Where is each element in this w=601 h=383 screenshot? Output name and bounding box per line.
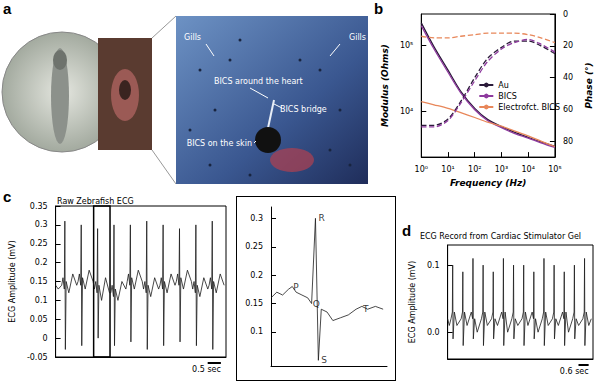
svg-text:Phase (°): Phase (°): [584, 62, 594, 108]
svg-text:10³: 10³: [495, 165, 508, 174]
svg-text:Frequency (Hz): Frequency (Hz): [450, 178, 526, 188]
html-text:d: d: [402, 222, 412, 239]
svg-text:ECG Record from Cardiac Stimul: ECG Record from Cardiac Stimulator Gel: [420, 232, 581, 241]
svg-text:10⁵: 10⁵: [400, 41, 413, 50]
svg-text:-0.05: -0.05: [27, 353, 48, 362]
svg-text:0.6 sec: 0.6 sec: [560, 367, 589, 376]
svg-text:0.15: 0.15: [245, 299, 263, 308]
svg-text:Modulus (Ohms): Modulus (Ohms): [380, 44, 390, 127]
svg-text:0.3: 0.3: [35, 220, 48, 229]
svg-text:ECG Amplitude (mV): ECG Amplitude (mV): [408, 261, 417, 343]
svg-text:0: 0: [563, 10, 568, 19]
svg-text:0.1: 0.1: [427, 261, 440, 270]
svg-text:BICS: BICS: [498, 92, 517, 101]
svg-text:BICS around the heart: BICS around the heart: [214, 77, 303, 86]
svg-text:BICS bridge: BICS bridge: [280, 105, 327, 114]
svg-text:0.1: 0.1: [250, 327, 263, 336]
svg-text:0.2: 0.2: [250, 271, 263, 280]
svg-text:T: T: [362, 304, 369, 315]
svg-text:0.25: 0.25: [30, 239, 48, 248]
svg-text:S: S: [321, 355, 327, 365]
svg-text:20: 20: [563, 41, 573, 50]
svg-text:Gills: Gills: [184, 33, 201, 42]
svg-text:10⁴: 10⁴: [400, 107, 413, 116]
svg-text:R: R: [318, 213, 324, 223]
svg-text:40: 40: [563, 73, 573, 82]
html-text:c: c: [3, 188, 12, 205]
svg-text:0.05: 0.05: [30, 315, 48, 324]
svg-text:Gills: Gills: [349, 33, 366, 42]
svg-text:Q: Q: [313, 299, 320, 309]
svg-text:10²: 10²: [468, 165, 481, 174]
svg-text:0.15: 0.15: [30, 277, 48, 286]
svg-text:Au: Au: [498, 81, 509, 90]
html-text:b: b: [374, 0, 384, 17]
svg-text:0: 0: [43, 334, 48, 343]
svg-text:0.35: 0.35: [30, 202, 48, 211]
svg-text:0.3: 0.3: [250, 214, 263, 223]
svg-text:P: P: [293, 281, 299, 292]
svg-text:10⁵: 10⁵: [548, 165, 561, 174]
svg-text:Electrofct. BICS: Electrofct. BICS: [498, 103, 560, 112]
svg-text:BICS on the skin: BICS on the skin: [187, 139, 252, 148]
svg-text:0.25: 0.25: [245, 242, 263, 251]
svg-text:10⁴: 10⁴: [521, 165, 534, 174]
svg-text:10⁰: 10⁰: [415, 165, 428, 174]
svg-text:80: 80: [563, 137, 573, 146]
svg-text:60: 60: [563, 105, 573, 114]
svg-text:10¹: 10¹: [441, 165, 454, 174]
svg-text:0.2: 0.2: [35, 258, 48, 267]
svg-text:0.1: 0.1: [35, 296, 48, 305]
svg-text:ECG Amplitude (mV): ECG Amplitude (mV): [8, 240, 17, 322]
html-text:a: a: [3, 0, 12, 17]
svg-text:Raw Zebrafish ECG: Raw Zebrafish ECG: [57, 197, 134, 206]
svg-text:0.0: 0.0: [427, 328, 440, 337]
svg-text:0.5 sec: 0.5 sec: [192, 365, 221, 374]
